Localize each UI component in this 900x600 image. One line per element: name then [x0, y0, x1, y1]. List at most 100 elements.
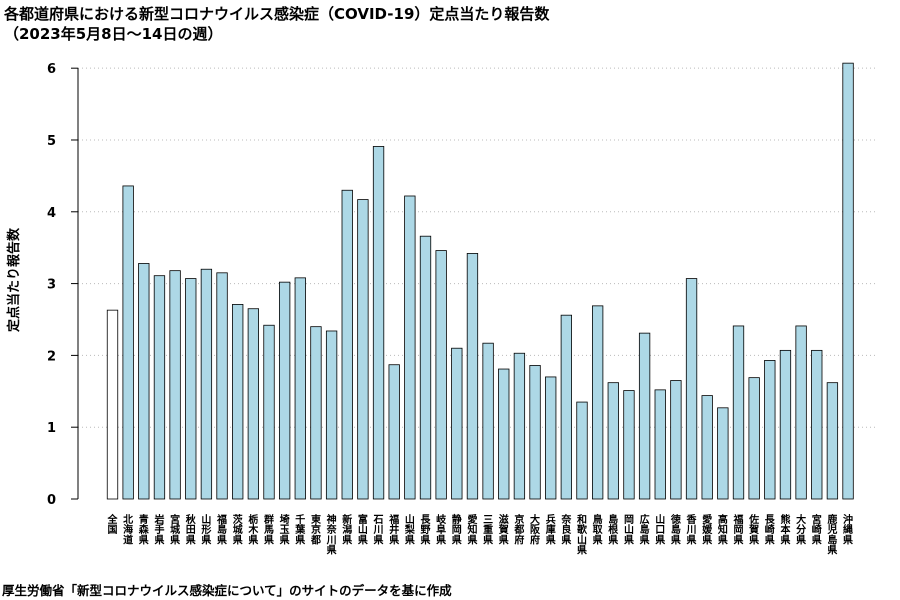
- y-tick-label: 2: [47, 349, 56, 364]
- bar: [607, 382, 619, 500]
- x-tick-label: 福島県: [216, 513, 227, 546]
- x-tick-label: 山梨県: [404, 513, 416, 546]
- bar: [811, 349, 823, 500]
- bar: [717, 407, 729, 500]
- bar: [153, 275, 166, 500]
- x-tick-label: 宮崎県: [812, 513, 822, 546]
- x-tick-label: 新潟県: [342, 513, 352, 546]
- bar-national: [106, 309, 119, 500]
- x-tick-label: 香川県: [686, 513, 697, 546]
- x-tick-label: 東京都: [310, 513, 321, 546]
- bar: [435, 250, 447, 500]
- x-tick-label: 京都府: [513, 513, 524, 546]
- y-tick-label: 3: [47, 278, 56, 293]
- bar: [310, 326, 322, 500]
- bar: [247, 308, 260, 500]
- chart-subtitle: （2023年5月8日〜14日の週）: [4, 25, 223, 43]
- bar: [372, 146, 385, 500]
- y-tick-label: 0: [47, 493, 56, 508]
- bar: [263, 324, 275, 500]
- bar: [779, 349, 792, 500]
- y-axis-title: 定点当たり報告数: [6, 227, 22, 333]
- bar: [200, 268, 213, 500]
- x-tick-label: 佐賀県: [748, 513, 759, 546]
- bar: [404, 195, 416, 500]
- bar: [451, 347, 463, 500]
- x-tick-label: 秋田県: [186, 513, 197, 546]
- x-tick-label: 群馬県: [264, 513, 274, 546]
- bar: [122, 185, 134, 500]
- source-note: 厚生労働省「新型コロナウイルス感染症について」のサイトのデータを基に作成: [2, 583, 452, 598]
- x-tick-label: 滋賀県: [498, 513, 509, 546]
- bar: [638, 332, 651, 500]
- bar: [294, 277, 306, 500]
- x-tick-label: 大阪府: [530, 513, 541, 546]
- bar: [232, 304, 244, 500]
- x-tick-label: 長野県: [421, 514, 432, 546]
- bar: [185, 278, 197, 500]
- bar: [419, 235, 432, 500]
- x-tick-label: 愛知県: [466, 513, 477, 546]
- x-tick-label: 三重県: [483, 514, 493, 546]
- bar: [482, 342, 494, 500]
- x-tick-label: 和歌山県: [576, 513, 588, 557]
- x-tick-label: 熊本県: [780, 513, 791, 546]
- x-tick-label: 岐阜県: [436, 513, 446, 546]
- x-tick-label: 茨城県: [233, 513, 243, 546]
- x-tick-label: 山形県: [201, 513, 211, 546]
- x-tick-label: 長崎県: [765, 514, 776, 546]
- bar: [576, 401, 588, 500]
- x-tick-label: 福井県: [388, 513, 399, 546]
- bar: [169, 270, 181, 500]
- x-tick-label: 鳥取県: [593, 513, 604, 546]
- x-tick-label: 富山県: [358, 513, 368, 546]
- y-tick-label: 4: [47, 206, 56, 221]
- bar: [795, 325, 807, 500]
- x-tick-label: 埼玉県: [280, 513, 290, 546]
- x-tick-label: 宮城県: [170, 513, 180, 546]
- x-tick-label: 千葉県: [294, 513, 306, 546]
- x-tick-label: 岡山県: [624, 514, 634, 546]
- bar: [466, 253, 479, 500]
- x-tick-label: 静岡県: [452, 513, 462, 546]
- y-tick-label: 5: [47, 134, 56, 149]
- x-tick-label: 全国: [107, 513, 119, 536]
- x-tick-label: 青森県: [138, 513, 150, 546]
- bar: [623, 390, 635, 500]
- bar: [498, 368, 510, 500]
- bar: [826, 382, 839, 500]
- bar: [357, 199, 369, 500]
- x-tick-label: 石川県: [373, 514, 384, 546]
- x-tick-label: 高知県: [717, 513, 728, 546]
- bar: [513, 352, 526, 500]
- x-tick-label: 大分県: [796, 513, 806, 546]
- bar: [545, 376, 557, 500]
- bar: [685, 278, 698, 500]
- x-tick-label: 鹿児島県: [826, 513, 837, 557]
- bar: [842, 62, 854, 500]
- x-tick-label: 福岡県: [733, 513, 744, 546]
- bar: [732, 325, 745, 500]
- x-tick-label: 沖縄県: [843, 513, 853, 546]
- bar: [388, 364, 400, 500]
- bar: [748, 377, 760, 500]
- bar: [764, 360, 776, 500]
- x-tick-label: 兵庫県: [546, 513, 556, 546]
- bar: [560, 314, 572, 500]
- bar: [654, 389, 666, 500]
- bar: [592, 305, 604, 500]
- x-tick-label: 愛媛県: [701, 513, 713, 546]
- x-tick-label: 岩手県: [153, 513, 164, 546]
- bar: [341, 189, 353, 500]
- x-tick-label: 栃木県: [247, 513, 259, 546]
- x-tick-label: 山口県: [655, 513, 665, 546]
- x-tick-label: 奈良県: [560, 513, 572, 546]
- chart-title: 各都道府県における新型コロナウイルス感染症（COVID-19）定点当たり報告数: [4, 5, 550, 23]
- x-tick-label: 広島県: [640, 513, 650, 546]
- bar: [670, 380, 682, 500]
- x-tick-label: 北海道: [123, 513, 133, 546]
- x-tick-label: 神奈川県: [326, 513, 338, 557]
- bar: [701, 395, 713, 500]
- y-tick-label: 1: [47, 421, 56, 436]
